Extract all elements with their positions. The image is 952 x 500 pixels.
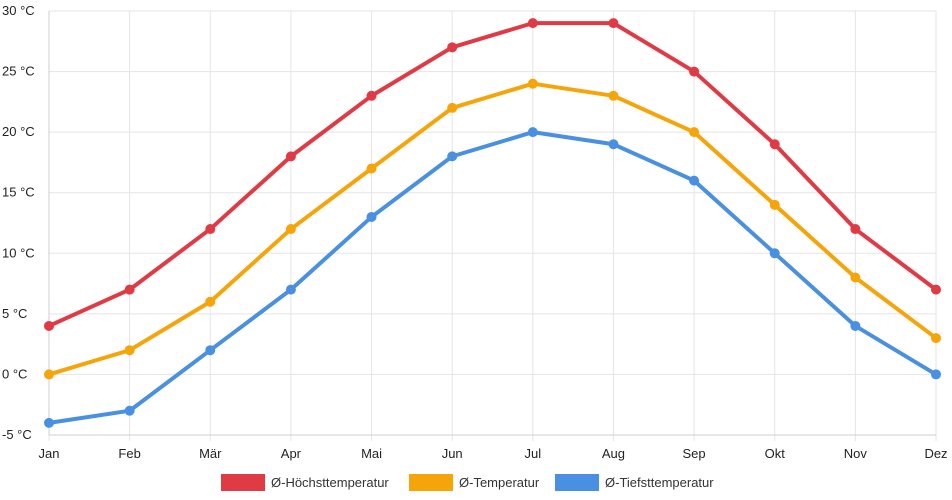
legend-swatch xyxy=(409,474,453,491)
x-tick-label: Jan xyxy=(39,446,60,461)
data-point[interactable] xyxy=(931,333,941,344)
data-point[interactable] xyxy=(689,175,700,186)
data-point[interactable] xyxy=(124,405,135,416)
data-point[interactable] xyxy=(44,369,54,380)
data-point[interactable] xyxy=(366,211,377,222)
data-point[interactable] xyxy=(527,18,538,29)
series-line-2 xyxy=(47,130,938,425)
data-point[interactable] xyxy=(285,151,296,162)
data-point[interactable] xyxy=(689,127,700,138)
data-point[interactable] xyxy=(205,224,216,235)
series-lines xyxy=(47,21,938,425)
data-point[interactable] xyxy=(124,284,135,295)
x-axis-ticks: Jan Feb Mär Apr Mai Jun Jul Aug Sep Okt Nov Dez xyxy=(39,446,948,461)
y-tick-label: 0 °C xyxy=(2,366,27,381)
data-point[interactable] xyxy=(366,163,377,174)
data-point[interactable] xyxy=(285,224,296,235)
data-point[interactable] xyxy=(769,199,780,210)
x-tick-label: Dez xyxy=(924,446,947,461)
legend-swatch xyxy=(555,474,599,491)
data-point[interactable] xyxy=(44,417,54,428)
x-tick-label: Jun xyxy=(442,446,463,461)
data-point[interactable] xyxy=(850,224,861,235)
data-point[interactable] xyxy=(447,42,458,53)
y-tick-label: 30 °C xyxy=(2,3,35,18)
legend-item-0[interactable]: Ø-Höchsttemperatur xyxy=(221,474,389,491)
y-tick-label: 20 °C xyxy=(2,124,35,139)
legend: Ø-Höchsttemperatur Ø-Temperatur Ø-Tiefstte… xyxy=(221,474,714,491)
legend-label: Ø-Höchsttemperatur xyxy=(271,475,389,490)
data-point[interactable] xyxy=(769,248,780,259)
grid xyxy=(48,10,937,441)
y-tick-label: 10 °C xyxy=(2,245,35,260)
data-point[interactable] xyxy=(608,18,619,29)
data-point[interactable] xyxy=(205,345,216,356)
legend-item-1[interactable]: Ø-Temperatur xyxy=(409,474,540,491)
x-tick-label: Mär xyxy=(199,446,222,461)
data-point[interactable] xyxy=(205,296,216,307)
data-point[interactable] xyxy=(527,78,538,89)
series-line-1 xyxy=(47,81,938,377)
legend-swatch xyxy=(221,474,265,491)
x-tick-label: Nov xyxy=(844,446,868,461)
legend-item-2[interactable]: Ø-Tiefsttemperatur xyxy=(555,474,714,491)
data-point[interactable] xyxy=(931,369,941,380)
data-points xyxy=(44,18,941,428)
data-point[interactable] xyxy=(689,66,700,77)
series-line-0 xyxy=(47,21,938,328)
data-point[interactable] xyxy=(527,127,538,138)
data-point[interactable] xyxy=(447,151,458,162)
y-axis-ticks: 30 °C 25 °C 20 °C 15 °C 10 °C 5 °C 0 °C -5 °C xyxy=(2,3,35,442)
data-point[interactable] xyxy=(850,320,861,331)
x-tick-label: Jul xyxy=(525,446,542,461)
data-point[interactable] xyxy=(366,90,377,101)
x-tick-label: Okt xyxy=(765,446,786,461)
data-point[interactable] xyxy=(850,272,861,283)
legend-label: Ø-Temperatur xyxy=(459,475,540,490)
x-tick-label: Apr xyxy=(281,446,302,461)
data-point[interactable] xyxy=(608,139,619,150)
x-tick-label: Mai xyxy=(361,446,382,461)
data-point[interactable] xyxy=(447,102,458,113)
data-point[interactable] xyxy=(124,345,135,356)
data-point[interactable] xyxy=(608,90,619,101)
data-point[interactable] xyxy=(285,284,296,295)
x-tick-label: Feb xyxy=(118,446,140,461)
y-tick-label: 5 °C xyxy=(2,306,27,321)
legend-label: Ø-Tiefsttemperatur xyxy=(605,475,714,490)
y-tick-label: 15 °C xyxy=(2,185,35,200)
x-tick-label: Aug xyxy=(602,446,625,461)
y-tick-label: -5 °C xyxy=(2,427,32,442)
y-tick-label: 25 °C xyxy=(2,64,35,79)
data-point[interactable] xyxy=(769,139,780,150)
data-point[interactable] xyxy=(44,320,54,331)
x-tick-label: Sep xyxy=(683,446,706,461)
data-point[interactable] xyxy=(931,284,941,295)
